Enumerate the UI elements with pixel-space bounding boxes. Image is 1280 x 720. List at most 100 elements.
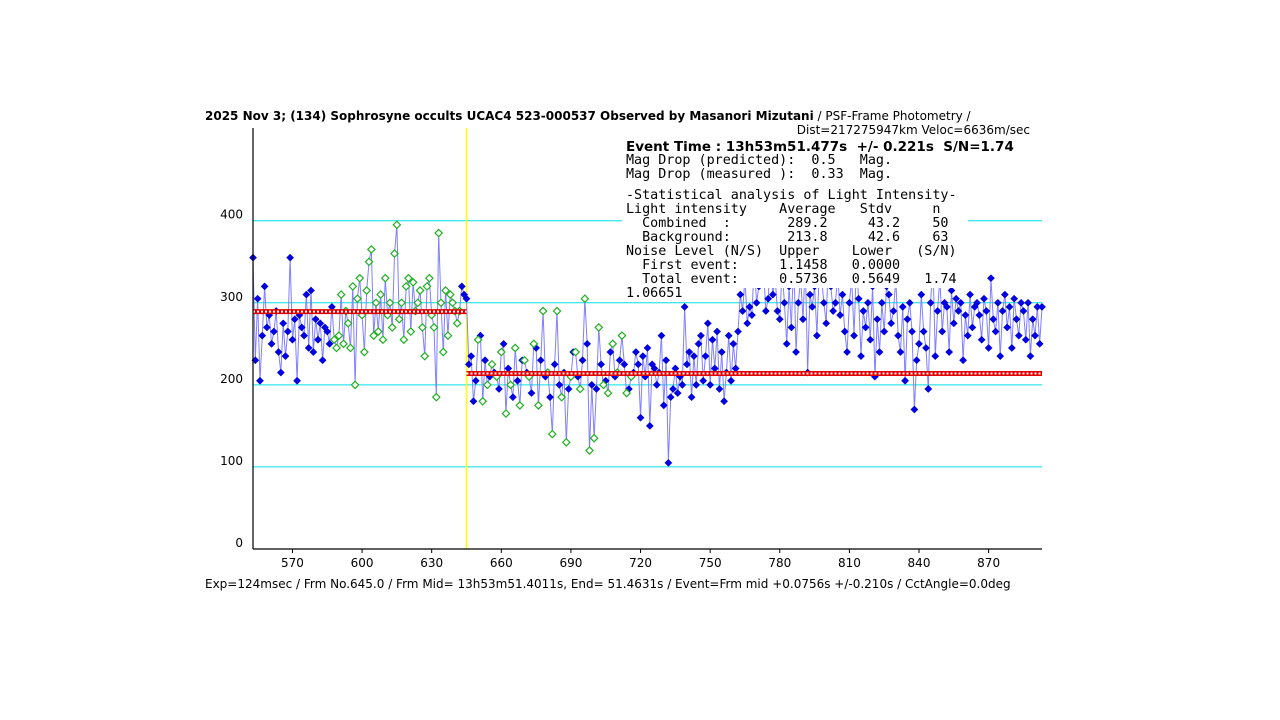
data-point [501, 409, 511, 419]
data-point [332, 343, 341, 353]
connector [438, 233, 442, 303]
connector [366, 261, 370, 291]
data-point [761, 307, 770, 315]
x-tick-label: 870 [977, 556, 1000, 570]
title-main: 2025 Nov 3; (134) Sophrosyne occults UCA… [205, 109, 814, 123]
info-line: Total event: 0.5736 0.5649 1.74 [626, 272, 957, 287]
connector [428, 278, 433, 316]
data-point [975, 311, 984, 320]
data-point [496, 347, 506, 357]
data-point [961, 311, 970, 320]
data-point [942, 302, 951, 311]
connector [361, 315, 365, 353]
data-point [1026, 352, 1035, 361]
data-point [533, 400, 543, 410]
data-point [334, 331, 344, 341]
data-point [659, 401, 668, 410]
data-point [392, 220, 402, 230]
data-point [520, 355, 529, 365]
connector [563, 372, 567, 443]
data-point [1021, 335, 1030, 344]
data-point [1003, 323, 1012, 332]
data-point [378, 335, 388, 345]
data-point [984, 343, 993, 352]
info-line: Event Time : 13h53m51.477s +/- 0.221s S/… [626, 139, 1014, 155]
data-point [720, 397, 729, 406]
connector [718, 352, 723, 390]
data-point [302, 290, 311, 299]
data-point [780, 298, 789, 307]
data-point [369, 331, 379, 341]
data-point [857, 352, 865, 361]
data-point [536, 356, 545, 365]
info-line: Light intensity Average Stdv n [626, 202, 940, 217]
data-point [617, 331, 627, 341]
connector [294, 319, 298, 381]
data-point [773, 307, 782, 315]
data-point [956, 298, 965, 307]
connector [595, 327, 600, 389]
data-point [747, 311, 756, 320]
data-point [598, 380, 608, 390]
data-point [792, 348, 800, 356]
data-point [666, 393, 675, 402]
connector [725, 335, 730, 373]
data-point [438, 347, 448, 357]
data-point [884, 290, 893, 299]
data-point [575, 384, 585, 394]
data-point [585, 446, 594, 455]
data-point [362, 286, 372, 295]
data-point [286, 253, 295, 262]
connector [846, 302, 850, 353]
connector [904, 319, 908, 381]
connector [621, 335, 625, 365]
data-point [276, 368, 285, 377]
data-point [325, 339, 334, 348]
data-point [380, 273, 390, 283]
connector [442, 290, 447, 353]
connector [384, 278, 389, 316]
connector [268, 315, 273, 344]
data-point [922, 343, 930, 352]
connector [287, 257, 291, 332]
data-point [973, 298, 981, 307]
data-point [464, 360, 473, 369]
connector [419, 290, 423, 328]
data-point [903, 315, 912, 324]
data-point [699, 376, 708, 385]
data-point [314, 335, 322, 344]
data-point [966, 290, 975, 299]
connector [723, 372, 727, 402]
info-box [622, 138, 968, 288]
x-tick-label: 570 [281, 556, 304, 570]
data-point [694, 339, 703, 348]
data-point [822, 319, 831, 328]
connector [716, 331, 720, 389]
connector [830, 286, 834, 312]
connector [737, 294, 741, 332]
data-point [366, 245, 376, 254]
connector [860, 310, 864, 357]
connector [881, 302, 885, 332]
data-point [873, 315, 882, 324]
connector [1027, 302, 1031, 357]
data-point [696, 331, 705, 340]
connector [310, 290, 314, 353]
footer: Exp=124msec / Frm No.645.0 / Frm Mid= 13… [205, 577, 1011, 591]
data-point [1017, 298, 1026, 307]
connector [783, 302, 788, 344]
data-point [293, 376, 302, 385]
connector [433, 327, 437, 398]
data-point [638, 352, 647, 361]
data-point [608, 339, 618, 349]
data-point [348, 281, 358, 291]
data-point [552, 306, 562, 316]
connector [981, 298, 985, 340]
y-tick-label: 400 [220, 208, 243, 222]
connector [647, 347, 651, 426]
y-tick-label: 100 [220, 454, 243, 468]
data-point [669, 385, 677, 393]
data-point [408, 277, 418, 287]
data-point [557, 392, 567, 402]
data-point [662, 356, 671, 365]
